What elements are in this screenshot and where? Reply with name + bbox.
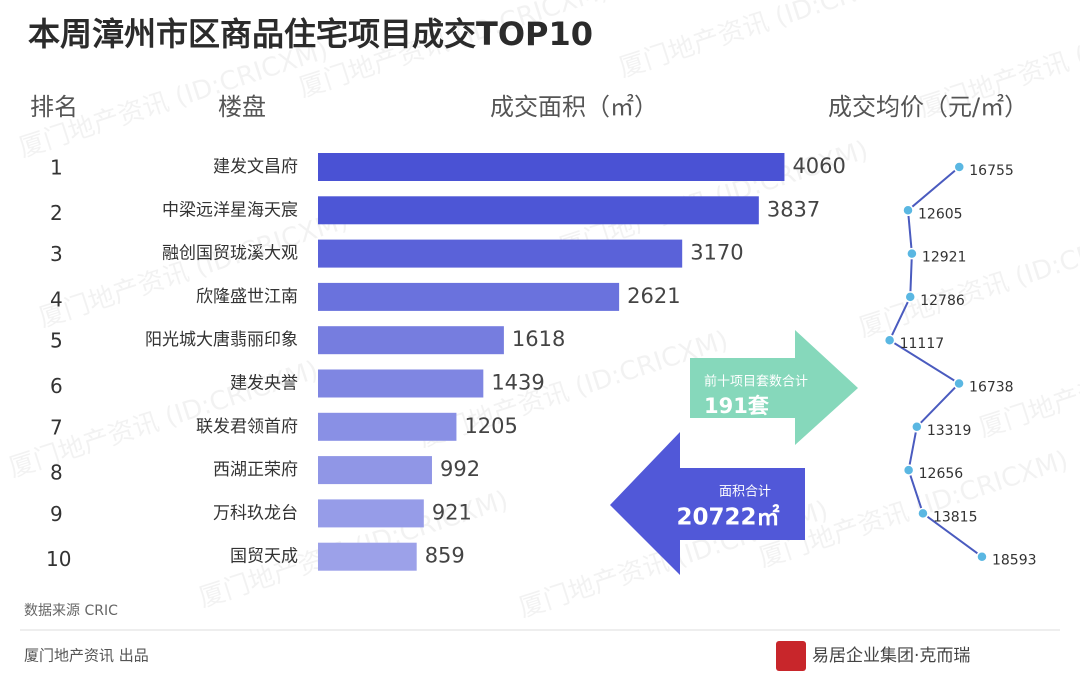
value-label: 921 [432, 500, 472, 524]
category-label: 西湖正荣府 [213, 460, 298, 480]
area-label: 面积合计 [719, 485, 771, 500]
rank: 1 [50, 156, 63, 180]
footer: 厦门地产资讯 出品 [24, 647, 149, 665]
category-label: 联发君领首府 [196, 417, 298, 437]
price-point [883, 334, 896, 346]
rank: 4 [50, 287, 63, 311]
category-label: 阳光城大唐翡丽印象 [145, 329, 298, 350]
bar [318, 499, 424, 528]
area-arrow [610, 432, 805, 575]
price-point [917, 507, 929, 520]
price-label: 12605 [918, 206, 963, 222]
rank: 2 [50, 201, 63, 225]
bar [318, 542, 417, 571]
rank: 9 [50, 502, 63, 526]
category-label: 万科玖龙台 [213, 503, 298, 523]
value-label: 3170 [690, 241, 743, 265]
rank: 5 [50, 329, 63, 353]
category-label: 中梁远洋星海天宸 [162, 200, 298, 220]
units-label: 前十项目套数合计 [704, 374, 808, 390]
header: 楼盘 [218, 93, 266, 121]
price-label: 13319 [927, 423, 972, 439]
bar [318, 153, 785, 181]
price-point [953, 377, 965, 390]
value-label: 1439 [491, 371, 544, 395]
price-label: 13815 [933, 509, 978, 525]
header: 成交面积（㎡） [490, 93, 658, 121]
header: 排名 [30, 93, 78, 121]
brand-logo [776, 641, 806, 671]
value-label: 1618 [512, 327, 565, 351]
price-label: 18593 [992, 553, 1037, 569]
value-label: 859 [425, 544, 465, 568]
price-point [902, 464, 915, 476]
units-value: 191套 [704, 394, 769, 418]
price-label: 12786 [920, 293, 965, 309]
category-label: 建发文昌府 [213, 157, 298, 177]
units-arrow [690, 330, 858, 445]
price-point [953, 161, 966, 173]
value-label: 1205 [464, 414, 517, 438]
bar [318, 196, 759, 225]
category-label: 欣隆盛世江南 [196, 287, 298, 307]
source: 数据来源 CRIC [24, 603, 118, 619]
chart-title: 本周漳州市区商品住宅项目成交TOP10 [28, 15, 593, 53]
rank: 3 [50, 242, 63, 266]
bar [318, 369, 484, 398]
price-label: 12921 [922, 250, 967, 266]
area-value: 20722㎡ [676, 504, 779, 531]
price-point [904, 291, 916, 303]
price-label: 11117 [900, 336, 945, 352]
bar [318, 282, 620, 311]
price-label: 12656 [919, 466, 964, 482]
rank: 7 [50, 415, 63, 439]
price-label: 16738 [969, 380, 1014, 396]
rank: 6 [50, 374, 63, 398]
bar [318, 456, 432, 485]
price-point [906, 247, 918, 260]
category-label: 国贸天成 [230, 547, 298, 567]
price-point [976, 550, 988, 563]
summary-arrows: 前十项目套数合计 191套 面积合计 20722㎡ [610, 330, 858, 575]
value-label: 2621 [627, 284, 680, 308]
header: 成交均价（元/㎡） [828, 93, 1028, 121]
price-label: 16755 [969, 163, 1014, 179]
price-point [902, 204, 914, 217]
value-label: 4060 [792, 154, 845, 178]
category-label: 融创国贸珑溪大观 [162, 244, 298, 264]
brand: 易居企业集团·克而瑞 [812, 646, 970, 666]
bar [318, 326, 504, 355]
rank: 10 [46, 547, 71, 571]
price-point [911, 421, 923, 433]
bar [318, 239, 683, 268]
value-label: 992 [440, 457, 480, 481]
value-label: 3837 [767, 197, 820, 221]
category-label: 建发央誉 [230, 374, 298, 394]
price-line [888, 166, 983, 558]
bar [318, 412, 457, 441]
rank: 8 [50, 461, 63, 485]
